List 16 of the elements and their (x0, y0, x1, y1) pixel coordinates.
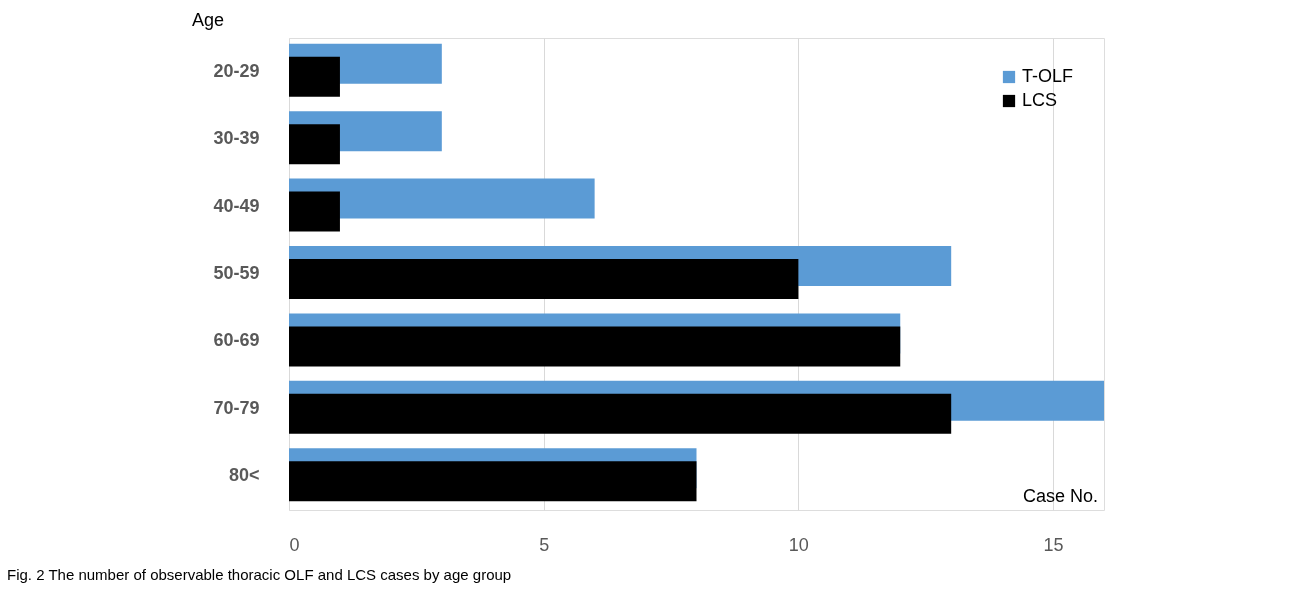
y-tick-label: 60-69 (213, 330, 260, 351)
y-axis-title: Age (192, 10, 225, 30)
legend-label: LCS (1022, 90, 1058, 110)
x-tick-label: 15 (1043, 534, 1064, 555)
y-tick-label: 30-39 (213, 128, 260, 149)
x-axis-title: Case No. (1022, 486, 1098, 506)
x-tick-label: 0 (289, 534, 300, 555)
y-tick-label: 80< (228, 465, 260, 486)
legend-label: T-OLF (1022, 66, 1074, 86)
y-tick-label: 50-59 (213, 263, 260, 283)
x-tick-label: 10 (788, 534, 809, 555)
y-tick-label: 70-79 (213, 397, 260, 418)
y-tick-label: 20-29 (213, 60, 260, 81)
y-tick-label: 40-49 (213, 195, 260, 216)
x-tick-label: 5 (539, 534, 550, 555)
text: Fig. 2 The number of observable thoracic OLF and LCS cases by age group (7, 566, 512, 583)
